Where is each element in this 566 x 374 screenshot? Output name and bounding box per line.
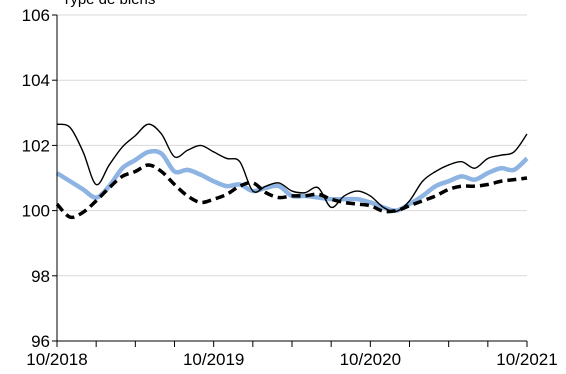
series-group: [55, 123, 529, 220]
series-line-thick-black-dashed: [55, 163, 528, 220]
x-tick-label: 10/2019: [183, 350, 244, 369]
x-tick-label: 10/2020: [340, 350, 401, 369]
y-tick-label: 100: [22, 202, 50, 221]
y-tick-label: 96: [31, 332, 50, 351]
y-tick-label: 102: [22, 136, 50, 155]
series-line-thick-blue-solid: [55, 148, 529, 213]
series-line-thin-black-solid: [56, 123, 528, 213]
axes: [52, 14, 528, 347]
y-tick-label: 106: [22, 6, 50, 25]
tick-labels: 96 98 100 102 104 106 10/2018 10/2019 10/2020 10/…: [22, 6, 558, 369]
x-tick-label: 10/2021: [496, 350, 557, 369]
y-axis-title: Type de biens: [62, 0, 155, 8]
y-tick-label: 104: [22, 71, 50, 90]
gridlines: [57, 14, 527, 277]
x-tick-label: 10/2018: [26, 350, 87, 369]
y-tick-label: 98: [31, 267, 50, 286]
